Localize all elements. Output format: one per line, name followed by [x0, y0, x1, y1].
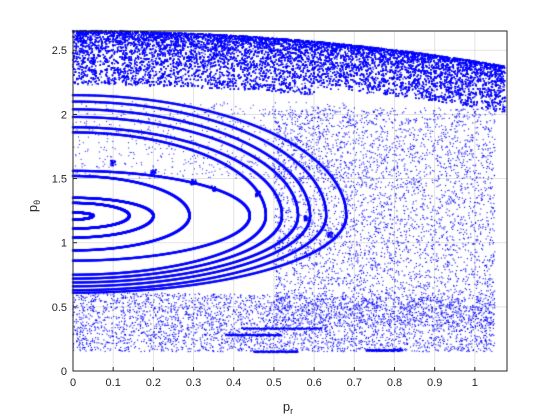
x-axis-label-main: p: [283, 399, 290, 414]
x-tick-label: 0.8: [387, 377, 402, 389]
y-tick-label: 2.5: [52, 45, 67, 57]
y-tick-label: 0.5: [52, 302, 67, 314]
x-tick-label: 1: [472, 377, 478, 389]
x-tick-label: 0.7: [347, 377, 362, 389]
y-axis-label-subscript: θ: [32, 200, 42, 205]
x-tick-label: 0.6: [306, 377, 321, 389]
y-tick-label: 0: [61, 366, 67, 378]
x-tick-label: 0.3: [186, 377, 201, 389]
x-tick-label: 0: [70, 377, 76, 389]
x-axis-label: pr: [283, 399, 293, 416]
x-tick-label: 0.5: [266, 377, 281, 389]
plot-frame: [72, 30, 508, 372]
y-axis-ticks: 0 0.5 1 1.5 2 2.5: [52, 45, 77, 378]
x-tick-label: 0.1: [106, 377, 121, 389]
x-axis-label-subscript: r: [290, 406, 293, 416]
y-tick-label: 1.5: [52, 174, 67, 186]
x-tick-label: 0.4: [226, 377, 241, 389]
y-axis-label: pθ: [25, 200, 42, 212]
x-tick-label: 0.2: [146, 377, 161, 389]
y-axis-label-main: p: [25, 205, 40, 212]
y-tick-label: 1: [61, 238, 67, 250]
x-tick-label: 0.9: [427, 377, 442, 389]
x-axis-ticks: 0 0.1 0.2 0.3 0.4 0.5 0.6 0.7 0.8 0.9 1: [70, 367, 478, 389]
y-tick-label: 2: [61, 109, 67, 121]
